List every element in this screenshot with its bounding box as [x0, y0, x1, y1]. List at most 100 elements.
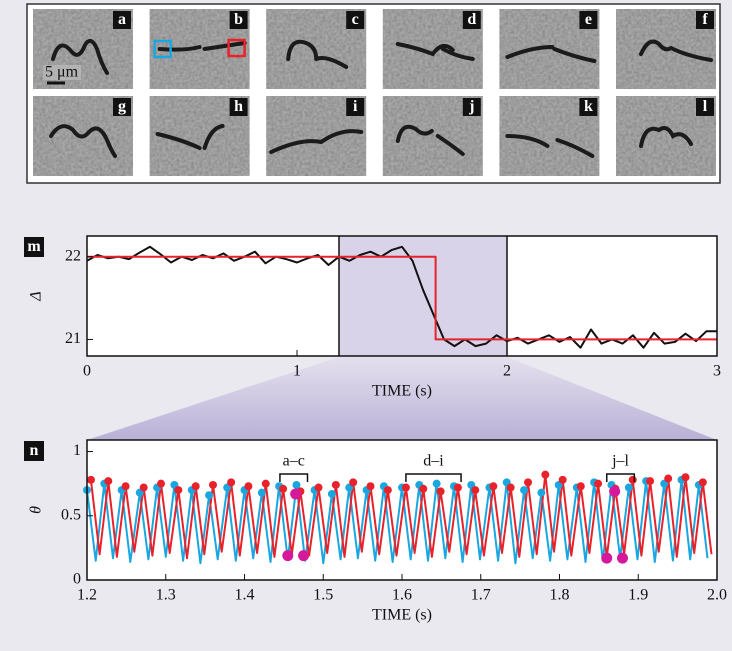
tile-label-box	[113, 98, 131, 116]
series-line	[87, 255, 717, 341]
cell-shape	[505, 45, 597, 63]
tile-label-box	[346, 11, 365, 29]
cell-shape	[639, 39, 713, 62]
highlight-point	[298, 550, 310, 562]
x-tick-label: 1.5	[313, 587, 333, 604]
cell-shape	[49, 124, 117, 158]
tile-label-box	[229, 11, 248, 29]
peak-marker	[524, 478, 532, 487]
peak-marker	[576, 482, 585, 491]
peak-marker	[244, 482, 253, 491]
y-tick-label: 0	[73, 571, 81, 588]
peak-marker	[453, 483, 462, 492]
tile-label: h	[234, 98, 243, 115]
y-tick-label: 22	[65, 247, 81, 264]
cell-shape	[639, 126, 693, 148]
cell-shape	[286, 39, 349, 69]
peak-marker	[205, 491, 214, 500]
panel-label-box	[24, 237, 44, 257]
y-tick-label: 21	[65, 330, 81, 347]
peak-marker	[594, 479, 603, 488]
bracket	[405, 473, 462, 482]
series-line	[86, 478, 709, 565]
x-tick-label: 1.9	[628, 587, 648, 604]
annotation: d–i	[423, 453, 444, 470]
tile-label: b	[234, 11, 243, 28]
tile-label: g	[118, 98, 126, 115]
x-tick-label: 2	[503, 363, 511, 380]
tile-label: j	[468, 98, 474, 115]
tile-label: i	[353, 98, 358, 115]
peak-marker	[209, 480, 217, 489]
peak-marker	[191, 482, 200, 491]
peak-marker	[121, 482, 130, 491]
x-tick-label: 1.6	[392, 587, 412, 604]
marker-box	[227, 38, 246, 58]
peak-marker	[698, 478, 707, 487]
peak-marker	[401, 483, 410, 492]
highlight-point	[609, 485, 621, 497]
peak-marker	[157, 479, 166, 488]
peak-marker	[624, 483, 633, 492]
peak-marker	[227, 478, 236, 487]
peak-marker	[331, 480, 340, 489]
cell-shape	[269, 129, 364, 154]
annotation: a–c	[283, 453, 305, 470]
highlight-point	[290, 488, 302, 500]
peak-marker	[349, 478, 358, 487]
peak-marker	[541, 470, 550, 479]
tile-label-box	[579, 98, 598, 116]
x-axis-label: TIME (s)	[372, 607, 432, 624]
peak-marker	[432, 479, 441, 488]
tile-label-box	[696, 11, 714, 29]
peak-marker	[558, 475, 567, 484]
tile-label-box	[462, 11, 481, 29]
tile-label: k	[584, 98, 593, 115]
x-tick-label: 2.0	[707, 587, 727, 604]
peak-marker	[419, 484, 428, 493]
image-panel	[26, 3, 721, 184]
panel-label: m	[27, 238, 41, 255]
tile-label: e	[585, 11, 592, 28]
peak-marker	[664, 474, 673, 483]
y-axis-label: θ	[28, 506, 45, 514]
panel-label: n	[30, 442, 39, 459]
peak-marker	[314, 483, 323, 492]
tile-label-box	[113, 11, 131, 29]
x-tick-label: 0	[83, 363, 91, 380]
peak-marker	[489, 482, 498, 491]
charts: 0 1 2 3 21 22 TIME (s) Δm 1.2 1.3 1.4 1.5 1.6 1.7 1.8 1…	[24, 235, 727, 624]
peak-marker	[86, 475, 95, 484]
tile-label-box	[462, 98, 481, 116]
zoom-connector	[87, 357, 717, 440]
tile-label: l	[703, 98, 708, 115]
cell-shape	[505, 134, 595, 158]
cell-shape	[395, 42, 475, 61]
annotation: j–l	[611, 453, 629, 470]
highlight-point	[617, 552, 628, 564]
cell-shape	[51, 38, 109, 75]
peak-marker	[646, 477, 655, 486]
peak-marker	[257, 488, 266, 497]
x-tick-label: 1.3	[156, 587, 176, 604]
tile-label-box	[229, 98, 248, 116]
scale-label: 5 μm	[45, 64, 79, 81]
peak-marker	[520, 486, 529, 495]
peak-marker	[366, 482, 375, 491]
tile-label-box	[346, 98, 365, 116]
peak-marker	[628, 475, 637, 484]
x-tick-label: 1.4	[235, 587, 255, 604]
x-tick-label: 1.7	[471, 587, 491, 604]
cell-shape	[157, 41, 247, 52]
cell-shape	[395, 124, 465, 156]
peak-marker	[506, 483, 515, 492]
bracket	[279, 473, 309, 482]
peak-marker	[383, 486, 392, 495]
tiles: a 5 μm b c d e f g h i j k l	[33, 9, 716, 176]
peak-marker	[436, 487, 445, 496]
x-axis-label: TIME (s)	[372, 383, 432, 400]
peak-marker	[681, 473, 690, 482]
highlight-point	[601, 552, 613, 564]
peak-marker	[327, 489, 336, 498]
